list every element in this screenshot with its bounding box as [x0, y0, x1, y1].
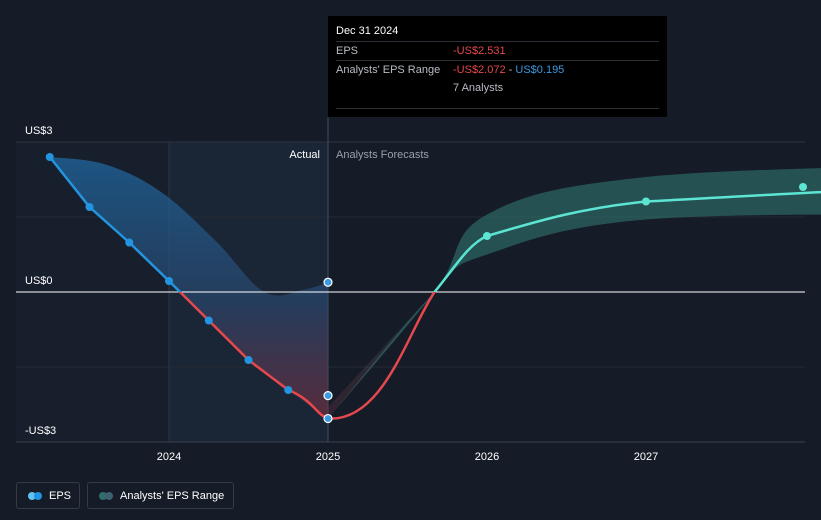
x-tick-label: 2024	[157, 451, 181, 463]
legend-eps-button[interactable]: EPS	[16, 482, 80, 509]
eps-line-negative	[178, 292, 329, 420]
range-legend-icon	[99, 491, 113, 500]
tooltip-date: Dec 31 2024	[336, 25, 399, 37]
tooltip-range-separator: -	[505, 64, 516, 76]
range-high-point	[323, 277, 333, 287]
tooltip-range-low: -US$2.072	[453, 64, 506, 76]
eps-point	[204, 316, 213, 325]
tooltip-range-label: Analysts' EPS Range	[336, 64, 441, 76]
legend-range-label: Analysts' EPS Range	[120, 489, 225, 502]
x-tick-label: 2025	[316, 451, 340, 463]
y-tick-label: US$3	[25, 125, 53, 137]
y-tick-label: -US$3	[25, 425, 56, 437]
eps-cutoff-point	[323, 413, 333, 424]
tooltip-range-high: US$0.195	[515, 64, 565, 76]
eps-point	[45, 153, 54, 161]
future-range-band	[328, 168, 821, 419]
eps-point	[165, 277, 173, 285]
forecast-label: Analysts Forecasts	[336, 149, 429, 161]
y-tick-label: US$0	[25, 275, 53, 287]
forecast-point	[483, 232, 491, 240]
forecast-point	[642, 197, 650, 206]
eps-line-positive	[48, 156, 182, 292]
eps-point	[244, 356, 253, 364]
range-low-point	[323, 391, 333, 401]
forecast-line-positive	[433, 190, 821, 292]
past-range-band	[49, 157, 328, 419]
x-tick-label: 2027	[634, 451, 658, 463]
forecast-point	[799, 183, 807, 191]
forecast-line-negative	[327, 292, 437, 420]
bridge-band	[328, 292, 435, 419]
legend-eps-label: EPS	[49, 489, 72, 502]
tooltip: Dec 31 2024 EPS -US$2.531 Analysts' EPS …	[328, 16, 667, 117]
eps-point	[284, 386, 293, 394]
tooltip-eps-label: EPS	[336, 45, 359, 57]
eps-point	[125, 238, 134, 247]
eps-point	[85, 203, 94, 211]
x-tick-label: 2026	[475, 451, 499, 463]
tooltip-analysts: 7 Analysts	[453, 82, 504, 94]
legend-range-button[interactable]: Analysts' EPS Range	[87, 482, 234, 509]
eps-legend-icon	[28, 491, 42, 500]
actual-label: Actual	[289, 149, 320, 161]
tooltip-eps-value: -US$2.531	[453, 45, 506, 57]
